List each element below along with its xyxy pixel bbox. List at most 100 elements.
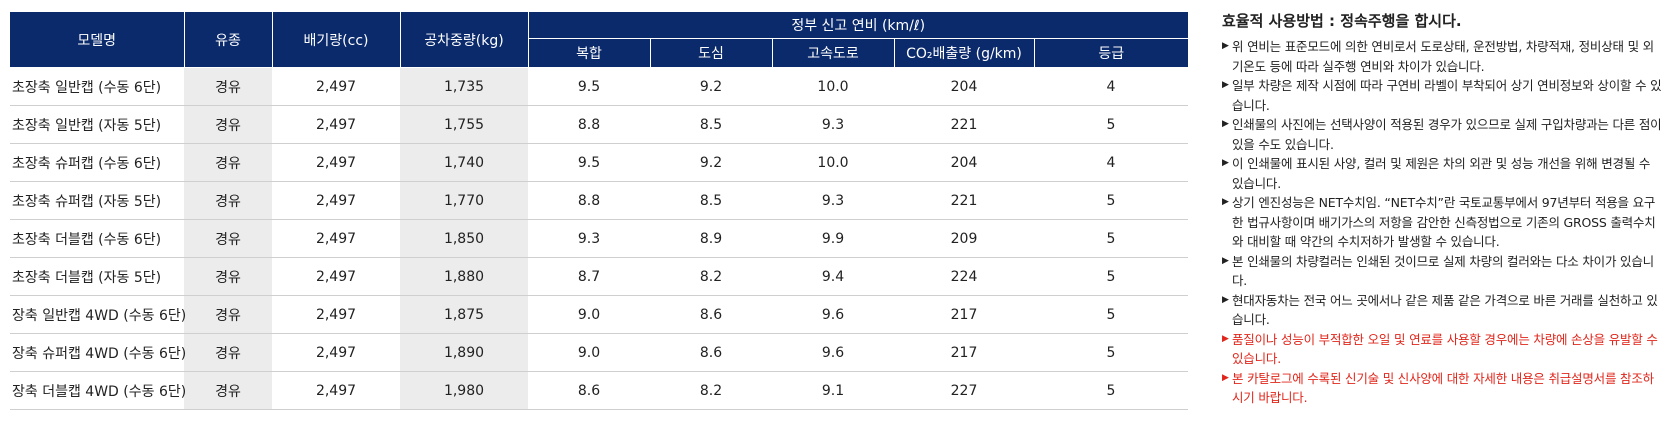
- cell-grade: 5: [1034, 295, 1189, 334]
- cell-grade: 5: [1034, 219, 1189, 258]
- cell-fuel: 경유: [184, 67, 272, 106]
- header-efficiency-group: 정부 신고 연비 (km/ℓ): [528, 12, 1189, 39]
- notes-list: ▶ 위 연비는 표준모드에 의한 연비로서 도로상태, 운전방법, 차량적재, 정…: [1222, 37, 1662, 408]
- note-item: ▶ 상기 엔진성능은 NET수치임. “NET수치”란 국토교통부에서 97년부터…: [1222, 193, 1662, 252]
- cell-model: 장축 더블캡 4WD (수동 6단): [10, 371, 186, 410]
- cell-displacement: 2,497: [272, 219, 400, 258]
- cell-displacement: 2,497: [272, 67, 400, 106]
- bullet-icon: ▶: [1222, 158, 1229, 168]
- cell-city: 8.6: [650, 295, 772, 334]
- table-row: 장축 더블캡 4WD (수동 6단) 경유 2,497 1,980 8.6 8.…: [10, 371, 1189, 410]
- fuel-efficiency-table-container: 모델명 유종 배기량(cc) 공차중량(kg) 정부 신고 연비 (km/ℓ) …: [10, 12, 1189, 410]
- cell-model: 초장축 일반캡 (수동 6단): [10, 67, 184, 106]
- note-text: 상기 엔진성능은 NET수치임. “NET수치”란 국토교통부에서 97년부터 …: [1232, 195, 1656, 249]
- cell-displacement: 2,497: [272, 105, 400, 144]
- header-combined: 복합: [528, 38, 651, 68]
- notes-title: 효율적 사용방법 : 정속주행을 합시다.: [1222, 12, 1462, 30]
- note-item: ▶ 위 연비는 표준모드에 의한 연비로서 도로상태, 운전방법, 차량적재, 정…: [1222, 37, 1662, 76]
- bullet-icon: ▶: [1222, 80, 1229, 90]
- cell-co2: 204: [894, 143, 1034, 182]
- note-item: ▶ 현대자동차는 전국 어느 곳에서나 같은 제품 같은 가격으로 바른 거래를 …: [1222, 291, 1662, 330]
- cell-combined: 8.8: [528, 181, 650, 220]
- header-co2: CO₂배출량 (g/km): [894, 38, 1035, 68]
- header-city: 도심: [650, 38, 773, 68]
- cell-combined: 8.8: [528, 105, 650, 144]
- cell-highway: 9.9: [772, 219, 894, 258]
- cell-model: 초장축 더블캡 (자동 5단): [10, 257, 184, 296]
- header-curb-weight: 공차중량(kg): [400, 12, 529, 68]
- cell-fuel: 경유: [184, 257, 272, 296]
- bullet-icon: ▶: [1222, 372, 1229, 383]
- cell-weight: 1,875: [400, 295, 528, 334]
- cell-highway: 9.6: [772, 333, 894, 372]
- cell-highway: 9.3: [772, 105, 894, 144]
- header-grade: 등급: [1034, 38, 1189, 68]
- table-row: 초장축 일반캡 (자동 5단) 경유 2,497 1,755 8.8 8.5 9…: [10, 105, 1189, 144]
- cell-combined: 8.6: [528, 371, 650, 410]
- note-item-warning: ▶ 품질이나 성능이 부적합한 오일 및 연료를 사용할 경우에는 차량에 손상을…: [1222, 330, 1662, 369]
- cell-fuel: 경유: [184, 219, 272, 258]
- cell-fuel: 경유: [184, 105, 272, 144]
- cell-fuel: 경유: [184, 143, 272, 182]
- cell-model: 초장축 슈퍼캡 (자동 5단): [10, 181, 184, 220]
- fuel-efficiency-table: 모델명 유종 배기량(cc) 공차중량(kg) 정부 신고 연비 (km/ℓ) …: [10, 12, 1189, 410]
- cell-displacement: 2,497: [272, 181, 400, 220]
- cell-grade: 5: [1034, 333, 1189, 372]
- cell-city: 8.9: [650, 219, 772, 258]
- header-model: 모델명: [10, 12, 185, 68]
- cell-combined: 8.7: [528, 257, 650, 296]
- note-item: ▶ 인쇄물의 사진에는 선택사양이 적용된 경우가 있으므로 실제 구입차량과는 …: [1222, 115, 1662, 154]
- note-text: 이 인쇄물에 표시된 사양, 컬러 및 제원은 차의 외관 및 성능 개선을 위…: [1232, 156, 1651, 191]
- table-row: 초장축 더블캡 (수동 6단) 경유 2,497 1,850 9.3 8.9 9…: [10, 219, 1189, 258]
- cell-grade: 5: [1034, 181, 1189, 220]
- cell-model: 장축 슈퍼캡 4WD (수동 6단): [10, 333, 186, 372]
- cell-displacement: 2,497: [272, 371, 400, 410]
- cell-co2: 221: [894, 181, 1034, 220]
- cell-weight: 1,850: [400, 219, 528, 258]
- bullet-icon: ▶: [1222, 197, 1229, 207]
- cell-city: 8.6: [650, 333, 772, 372]
- cell-combined: 9.5: [528, 67, 650, 106]
- cell-co2: 204: [894, 67, 1034, 106]
- header-displacement: 배기량(cc): [272, 12, 401, 68]
- cell-highway: 9.1: [772, 371, 894, 410]
- cell-weight: 1,770: [400, 181, 528, 220]
- cell-displacement: 2,497: [272, 295, 400, 334]
- table-row: 초장축 더블캡 (자동 5단) 경유 2,497 1,880 8.7 8.2 9…: [10, 257, 1189, 296]
- cell-grade: 5: [1034, 371, 1189, 410]
- cell-grade: 5: [1034, 257, 1189, 296]
- cell-fuel: 경유: [184, 371, 272, 410]
- cell-weight: 1,755: [400, 105, 528, 144]
- cell-co2: 224: [894, 257, 1034, 296]
- cell-weight: 1,735: [400, 67, 528, 106]
- cell-grade: 4: [1034, 143, 1189, 182]
- cell-model: 초장축 슈퍼캡 (수동 6단): [10, 143, 184, 182]
- cell-model: 초장축 더블캡 (수동 6단): [10, 219, 184, 258]
- cell-displacement: 2,497: [272, 143, 400, 182]
- cell-combined: 9.0: [528, 333, 650, 372]
- cell-displacement: 2,497: [272, 257, 400, 296]
- cell-city: 8.5: [650, 181, 772, 220]
- cell-highway: 10.0: [772, 67, 894, 106]
- efficiency-notes: 효율적 사용방법 : 정속주행을 합시다. ▶ 위 연비는 표준모드에 의한 연비…: [1222, 10, 1662, 408]
- note-text: 본 인쇄물의 차량컬러는 인쇄된 것이므로 실제 차량의 컬러와는 다소 차이가…: [1232, 253, 1654, 289]
- cell-model: 장축 일반캡 4WD (수동 6단): [10, 295, 186, 334]
- bullet-icon: ▶: [1222, 41, 1229, 51]
- cell-weight: 1,890: [400, 333, 528, 372]
- header-highway: 고속도로: [772, 38, 895, 68]
- cell-co2: 209: [894, 219, 1034, 258]
- bullet-icon: ▶: [1222, 333, 1229, 344]
- note-item: ▶ 일부 차량은 제작 시점에 따라 구연비 라벨이 부착되어 상기 연비정보와 …: [1222, 76, 1662, 115]
- note-text: 일부 차량은 제작 시점에 따라 구연비 라벨이 부착되어 상기 연비정보와 상…: [1232, 78, 1662, 113]
- cell-city: 8.2: [650, 371, 772, 410]
- note-text: 인쇄물의 사진에는 선택사양이 적용된 경우가 있으므로 실제 구입차량과는 다…: [1232, 117, 1662, 152]
- cell-grade: 5: [1034, 105, 1189, 144]
- table-row: 초장축 슈퍼캡 (수동 6단) 경유 2,497 1,740 9.5 9.2 1…: [10, 143, 1189, 182]
- note-text: 품질이나 성능이 부적합한 오일 및 연료를 사용할 경우에는 차량에 손상을 …: [1232, 331, 1658, 367]
- cell-model: 초장축 일반캡 (자동 5단): [10, 105, 184, 144]
- cell-combined: 9.5: [528, 143, 650, 182]
- bullet-icon: ▶: [1222, 294, 1229, 305]
- cell-combined: 9.0: [528, 295, 650, 334]
- note-text: 본 카탈로그에 수록된 신기술 및 신사양에 대한 자세한 내용은 취급설명서를…: [1232, 370, 1654, 406]
- cell-city: 9.2: [650, 67, 772, 106]
